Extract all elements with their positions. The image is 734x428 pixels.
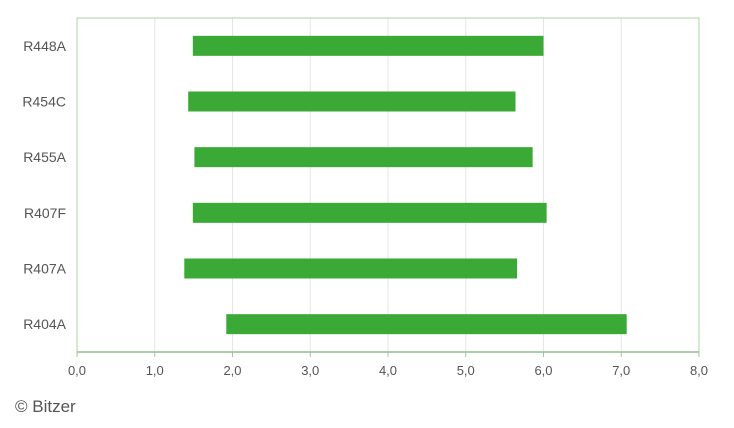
x-tick-label: 5,0: [457, 363, 475, 378]
bar-r448a: [192, 35, 544, 56]
bar-r407a: [184, 258, 518, 279]
category-label: R448A: [23, 38, 66, 54]
x-tick-label: 3,0: [301, 363, 319, 378]
bar-r404a: [226, 314, 627, 335]
x-tick-label: 4,0: [379, 363, 397, 378]
x-tick-label: 1,0: [146, 363, 164, 378]
category-label: R454C: [22, 94, 66, 110]
x-tick-label: 2,0: [223, 363, 241, 378]
x-tick-label: 7,0: [612, 363, 630, 378]
category-label: R455A: [23, 149, 66, 165]
x-tick-label: 6,0: [534, 363, 552, 378]
x-tick-label: 8,0: [690, 363, 708, 378]
category-label: R407F: [24, 205, 66, 221]
bar-r455a: [194, 147, 533, 168]
category-label: R404A: [23, 316, 66, 332]
x-tick-label: 0,0: [68, 363, 86, 378]
category-label: R407A: [23, 261, 66, 277]
bar-r407f: [192, 202, 547, 223]
copyright-credit: © Bitzer: [15, 397, 76, 416]
bar-r454c: [188, 91, 516, 112]
